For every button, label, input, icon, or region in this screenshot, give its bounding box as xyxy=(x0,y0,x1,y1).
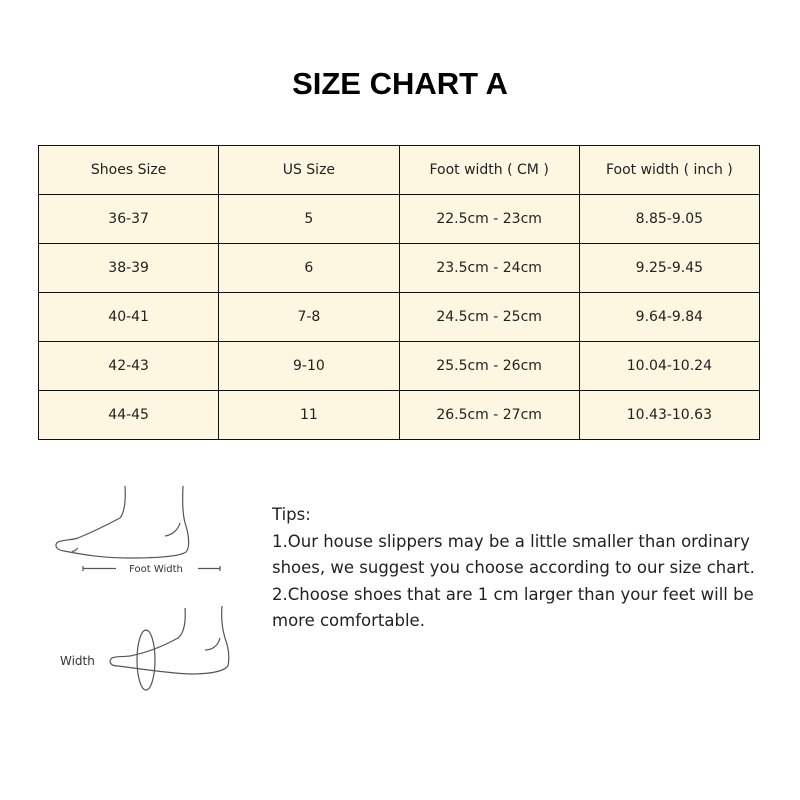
table-cell: 36-37 xyxy=(37,194,220,244)
table-cell: 26.5cm - 27cm xyxy=(398,390,580,440)
table-cell: 6 xyxy=(218,243,400,293)
table-row: 42-43 9-10 25.5cm - 26cm 10.04-10.24 xyxy=(37,341,761,391)
table-row: 40-41 7-8 24.5cm - 25cm 9.64-9.84 xyxy=(37,292,761,342)
table-cell: 5 xyxy=(218,194,400,244)
table-cell: 44-45 xyxy=(37,390,220,440)
table-cell: 8.85-9.05 xyxy=(578,194,761,244)
table-cell: 9.25-9.45 xyxy=(578,243,761,293)
column-header: Foot width ( inch ) xyxy=(578,145,761,195)
table-cell: 9-10 xyxy=(218,341,400,391)
foot-side-icon xyxy=(55,485,190,559)
tip-1: 1.Our house slippers may be a little sma… xyxy=(272,531,755,578)
table-cell: 24.5cm - 25cm xyxy=(398,292,580,342)
header-row: Shoes Size US Size Foot width ( CM ) Foot w… xyxy=(37,145,761,195)
column-header: Shoes Size xyxy=(37,145,220,195)
foot-circumference-icon xyxy=(109,605,230,691)
width-label: Width xyxy=(60,654,95,668)
table-cell: 10.04-10.24 xyxy=(578,341,761,391)
tips-section: Tips: 1.Our house slippers may be a litt… xyxy=(272,502,772,635)
table-cell: 11 xyxy=(218,390,400,440)
table-cell: 7-8 xyxy=(218,292,400,342)
table-cell: 9.64-9.84 xyxy=(578,292,761,342)
table-cell: 10.43-10.63 xyxy=(578,390,761,440)
table-row: 44-45 11 26.5cm - 27cm 10.43-10.63 xyxy=(37,390,761,440)
table-cell: 38-39 xyxy=(37,243,220,293)
size-chart-table: Shoes Size US Size Foot width ( CM ) Foot w… xyxy=(37,145,761,440)
table-row: 38-39 6 23.5cm - 24cm 9.25-9.45 xyxy=(37,243,761,293)
table-cell: 40-41 xyxy=(37,292,220,342)
tip-2: 2.Choose shoes that are 1 cm larger than… xyxy=(272,584,754,631)
table-cell: 22.5cm - 23cm xyxy=(398,194,580,244)
table-cell: 42-43 xyxy=(37,341,220,391)
table-cell: 23.5cm - 24cm xyxy=(398,243,580,293)
table-cell: 25.5cm - 26cm xyxy=(398,341,580,391)
table-row: 36-37 5 22.5cm - 23cm 8.85-9.05 xyxy=(37,194,761,244)
page-title: SIZE CHART A xyxy=(292,66,508,101)
foot-measurement-illustration: Foot Width Width xyxy=(55,485,230,691)
foot-width-label: Foot Width xyxy=(129,564,183,575)
tips-heading: Tips: xyxy=(272,505,311,524)
column-header: US Size xyxy=(218,145,400,195)
column-header: Foot width ( CM ) xyxy=(398,145,580,195)
